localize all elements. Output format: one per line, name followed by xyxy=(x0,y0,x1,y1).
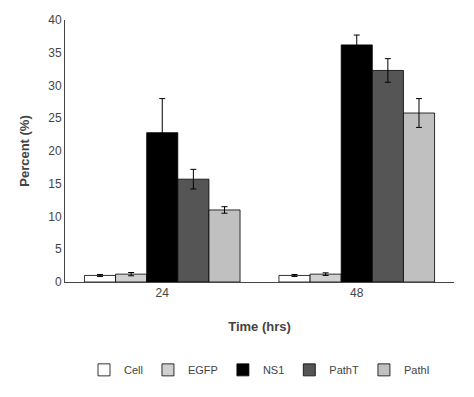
svg-text:PathI: PathI xyxy=(404,364,430,376)
svg-text:25: 25 xyxy=(48,111,62,125)
svg-text:0: 0 xyxy=(55,275,62,289)
svg-text:NS1: NS1 xyxy=(263,364,284,376)
svg-text:30: 30 xyxy=(48,79,62,93)
svg-text:48: 48 xyxy=(350,286,364,300)
svg-text:20: 20 xyxy=(48,144,62,158)
svg-text:Percent (%): Percent (%) xyxy=(17,115,32,187)
svg-text:10: 10 xyxy=(48,210,62,224)
svg-text:Cell: Cell xyxy=(124,364,143,376)
svg-text:40: 40 xyxy=(48,13,62,27)
svg-text:24: 24 xyxy=(156,286,170,300)
svg-text:5: 5 xyxy=(55,242,62,256)
svg-text:EGFP: EGFP xyxy=(188,364,218,376)
svg-text:35: 35 xyxy=(48,46,62,60)
svg-text:Time (hrs): Time (hrs) xyxy=(228,319,291,334)
svg-text:15: 15 xyxy=(48,177,62,191)
svg-text:PathT: PathT xyxy=(329,364,359,376)
